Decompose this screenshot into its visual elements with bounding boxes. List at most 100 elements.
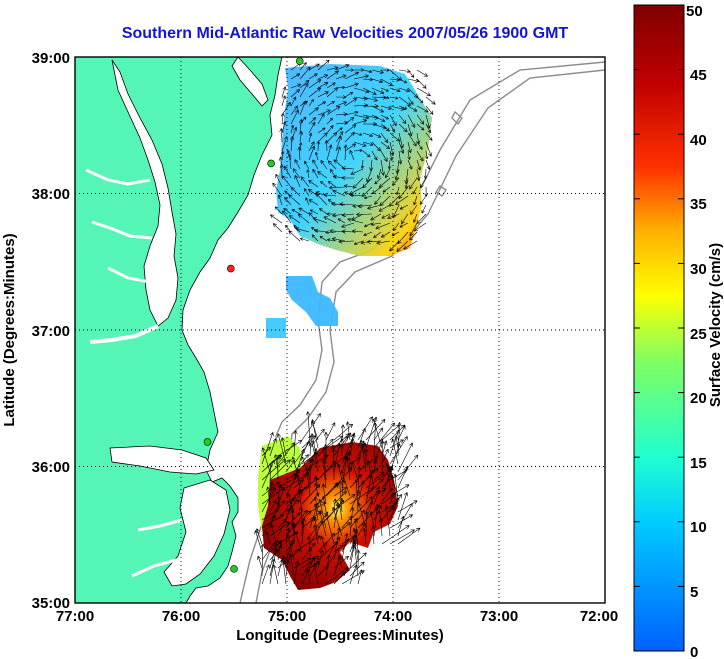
velocity-arrow xyxy=(261,432,274,465)
colorbar-gradient xyxy=(633,4,685,652)
velocity-arrow xyxy=(326,117,333,125)
x-tick-label: 72:00 xyxy=(580,608,618,625)
velocity-arrow xyxy=(301,542,316,561)
velocity-arrow xyxy=(353,119,367,125)
velocity-arrow xyxy=(373,427,384,441)
velocity-arrow xyxy=(290,136,295,152)
velocity-arrow xyxy=(371,141,382,152)
velocity-arrow xyxy=(352,542,359,577)
velocity-arrow xyxy=(398,186,409,200)
velocity-arrow xyxy=(308,141,315,152)
velocity-arrow xyxy=(360,159,365,169)
velocity-arrow xyxy=(425,132,433,141)
velocity-arrow xyxy=(291,523,303,553)
velocity-arrow xyxy=(310,433,319,465)
velocity-arrow xyxy=(389,77,400,82)
velocity-arrow xyxy=(353,240,364,246)
plot-area xyxy=(75,57,605,603)
velocity-arrow xyxy=(317,541,339,561)
velocity-arrow xyxy=(255,528,263,545)
velocity-arrow xyxy=(397,442,413,473)
velocity-arrow xyxy=(269,500,285,521)
velocity-arrow xyxy=(298,207,310,215)
velocity-arrow xyxy=(389,87,401,93)
velocity-arrow xyxy=(389,96,399,100)
velocity-arrow xyxy=(407,114,416,128)
velocity-arrow xyxy=(306,568,311,585)
velocity-arrow xyxy=(301,484,321,505)
velocity-arrow xyxy=(344,82,359,89)
velocity-arrow xyxy=(416,87,431,97)
velocity-arrow xyxy=(380,150,388,162)
velocity-arrow xyxy=(353,148,363,153)
velocity-arrow xyxy=(373,422,378,457)
velocity-arrow xyxy=(341,552,367,577)
colorbar-tick-label: 0 xyxy=(690,644,698,659)
velocity-arrow xyxy=(275,456,280,481)
velocity-arrow xyxy=(308,73,318,80)
velocity-arrow xyxy=(380,440,385,473)
velocity-arrow xyxy=(380,123,390,132)
velocity-arrow xyxy=(407,150,411,160)
velocity-arrows xyxy=(254,59,436,585)
velocity-arrow xyxy=(341,538,350,553)
velocity-arrow xyxy=(308,180,319,188)
velocity-arrow xyxy=(290,509,295,537)
velocity-arrow xyxy=(413,213,418,223)
velocity-arrow xyxy=(352,177,364,189)
velocity-arrow xyxy=(336,463,343,481)
colorbar-tick-label: 40 xyxy=(690,132,707,149)
velocity-arrow xyxy=(425,114,431,129)
velocity-arrow xyxy=(332,213,346,218)
velocity-arrow xyxy=(333,497,344,521)
x-axis-label: Longitude (Degrees:Minutes) xyxy=(236,627,444,644)
velocity-arrow xyxy=(281,86,287,98)
velocity-arrow xyxy=(349,534,358,553)
chesapeake-bay xyxy=(111,59,179,327)
velocity-arrow xyxy=(412,186,418,195)
velocity-arrow xyxy=(329,185,346,190)
velocity-arrow xyxy=(343,144,348,161)
velocity-arrow xyxy=(312,168,319,179)
velocity-arrow xyxy=(416,150,424,162)
velocity-arrow xyxy=(317,171,328,179)
velocity-arrow xyxy=(299,82,309,98)
velocity-arrow xyxy=(317,91,329,98)
velocity-arrow xyxy=(320,181,328,188)
velocity-arrow xyxy=(311,234,319,242)
y-tick-label: 39:00 xyxy=(32,50,70,67)
velocity-arrow xyxy=(290,109,299,125)
velocity-arrow xyxy=(389,123,396,133)
velocity-arrow xyxy=(425,123,431,134)
velocity-arrow xyxy=(326,132,338,143)
velocity-arrow xyxy=(280,112,285,125)
velocity-arrow xyxy=(293,489,304,505)
velocity-arrow xyxy=(335,146,341,161)
velocity-arrow xyxy=(261,459,275,489)
colorbar-label: Surface Velocity (cm/s) xyxy=(707,243,724,407)
velocity-arrow xyxy=(299,131,304,143)
velocity-arrow xyxy=(272,223,283,233)
bathymetry-contour xyxy=(435,110,463,197)
velocity-arrow xyxy=(343,184,355,188)
colorbar-tick-label: 5 xyxy=(690,584,698,601)
velocity-arrow xyxy=(370,222,382,227)
velocity-arrow xyxy=(371,105,384,113)
velocity-arrow xyxy=(373,459,378,473)
colorbar-tick-label: 25 xyxy=(690,326,707,343)
velocity-arrow xyxy=(308,107,319,116)
velocity-arrow xyxy=(365,478,384,497)
colorbar-tick-label: 15 xyxy=(690,455,707,472)
velocity-arrow xyxy=(281,121,287,134)
velocity-arrow xyxy=(261,515,276,537)
velocity-arrow xyxy=(371,132,382,138)
y-tick-labels: 39:00 38:00 37:00 36:00 35:00 xyxy=(32,50,70,612)
velocity-arrow xyxy=(284,197,292,206)
velocity-arrow xyxy=(357,569,363,585)
y-axis-label: Latitude (Degrees:Minutes) xyxy=(1,233,18,426)
velocity-arrow xyxy=(293,510,312,529)
velocity-arrow xyxy=(277,487,286,505)
velocity-arrow xyxy=(413,222,427,232)
velocity-arrow xyxy=(280,151,285,161)
velocity-arrow xyxy=(261,482,280,497)
